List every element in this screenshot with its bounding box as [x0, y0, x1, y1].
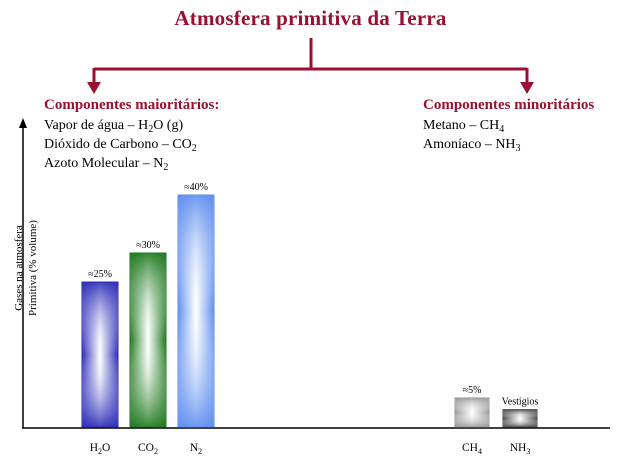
- title-connector: [87, 38, 534, 94]
- value-label-nh3: Vestígios: [502, 397, 539, 408]
- minor-line-ammonia: Amoníaco – NH3: [423, 137, 521, 154]
- category-label-h2o: H2O: [90, 442, 111, 456]
- value-label-ch4: ≈5%: [463, 385, 482, 396]
- y-axis-arrow-icon: [19, 118, 27, 128]
- category-label-n2: N2: [190, 442, 202, 456]
- axes: [19, 118, 610, 429]
- bar-ch4-shade: [455, 398, 489, 427]
- value-label-h2o: ≈25%: [88, 269, 112, 280]
- minor-heading: Componentes minoritários: [423, 97, 595, 113]
- value-label-n2: ≈40%: [184, 182, 208, 193]
- major-line-n2: Azoto Molecular – N2: [44, 156, 169, 173]
- category-label-nh3: NH3: [510, 442, 531, 456]
- bar-nh3-shade: [503, 409, 537, 427]
- arrow-down-icon: [87, 82, 101, 94]
- bars: ≈25% H2O ≈30% CO2 ≈40% N2 ≈5% CH4 Vestígios NH3: [81, 182, 539, 456]
- category-label-co2: CO2: [138, 442, 158, 456]
- major-heading: Componentes maioritários:: [44, 97, 220, 113]
- diagram-title: Atmosfera primitiva da Terra: [174, 6, 447, 30]
- minor-components: Componentes minoritários Metano – CH4 Am…: [423, 96, 594, 154]
- value-label-co2: ≈30%: [136, 240, 160, 251]
- major-line-water: Vapor de água – H2O (g): [44, 118, 184, 135]
- arrow-down-icon: [520, 82, 534, 94]
- bar-n2-shade: [178, 195, 214, 427]
- major-components: Componentes maioritários: Vapor de água …: [44, 96, 219, 173]
- minor-line-methane: Metano – CH4: [423, 118, 505, 135]
- category-label-ch4: CH4: [462, 442, 482, 456]
- bar-h2o-shade: [82, 282, 118, 427]
- bar-co2-shade: [130, 253, 166, 427]
- major-line-co2: Dióxido de Carbono – CO2: [44, 137, 197, 154]
